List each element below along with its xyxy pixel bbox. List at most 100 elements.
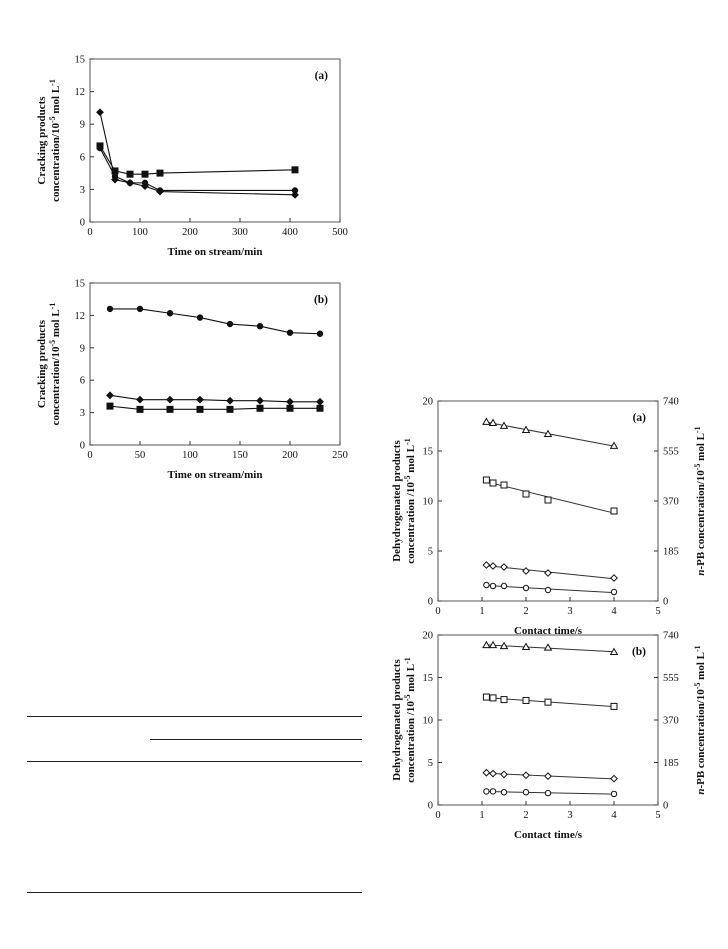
- x-tick-label: 4: [611, 810, 617, 821]
- y-axis-label: Cracking products: [36, 96, 48, 185]
- y-axis-label: Dehydrogenated products: [391, 659, 403, 781]
- x-axis-label: Time on stream/min: [168, 246, 263, 258]
- point-s1-5: [610, 702, 618, 710]
- point-s1-2: [166, 395, 174, 404]
- table-header-rule: [27, 761, 362, 762]
- point-s0-7: [316, 330, 324, 337]
- point-s1-4: [544, 698, 552, 706]
- cracking-chart-b: 0 50 100 150 200 250 0 3 6 9 12 15 Time on stream/mi…: [36, 279, 348, 482]
- x-tick-label: 1: [479, 606, 484, 617]
- x-tick-label: 100: [182, 450, 198, 461]
- x-tick-label: 2: [523, 606, 528, 617]
- x-tick-label: 400: [282, 227, 298, 238]
- series-line-0: [110, 308, 321, 335]
- y-tick-label: 5: [428, 758, 433, 769]
- series-1: [482, 476, 618, 515]
- point-s2-2: [126, 179, 134, 187]
- series-line-2: [109, 405, 320, 410]
- point-s3-0: [483, 788, 490, 795]
- series-line-1: [109, 394, 320, 403]
- y2-tick-label: 555: [663, 673, 679, 684]
- y-tick-label: 6: [80, 152, 85, 163]
- series-1: [96, 142, 299, 178]
- point-s2-5: [610, 574, 618, 582]
- point-s2-2: [500, 770, 508, 779]
- point-s3-1: [489, 788, 497, 795]
- y-tick-label: 15: [423, 447, 434, 458]
- y-tick-label: 3: [80, 185, 85, 196]
- y-tick-label: 3: [80, 408, 85, 419]
- y-tick-label: 10: [423, 716, 434, 727]
- series-1: [482, 693, 618, 710]
- x-tick-label: 300: [232, 227, 248, 238]
- point-s1-4: [156, 169, 164, 177]
- point-s2-2: [166, 405, 174, 413]
- point-s1-5: [256, 396, 264, 405]
- point-s2-1: [111, 173, 119, 180]
- point-s2-3: [522, 567, 530, 575]
- point-s2-5: [610, 774, 618, 783]
- x-axis-label: Contact time/s: [514, 829, 583, 841]
- series-0: [106, 305, 324, 337]
- series-0: [482, 640, 619, 656]
- point-s1-3: [141, 170, 149, 178]
- y2-tick-label: 185: [663, 758, 679, 769]
- point-s1-2: [500, 696, 508, 704]
- series-0: [96, 108, 299, 199]
- point-s2-5: [291, 187, 299, 194]
- table-group-rule: [150, 739, 362, 740]
- point-s1-2: [126, 170, 134, 178]
- point-s1-4: [226, 396, 234, 405]
- y2-axis-label: n-PB concentration/10-5 mol L-1: [693, 645, 708, 794]
- point-s2-3: [196, 405, 204, 413]
- x-tick-label: 4: [611, 606, 617, 617]
- y-axis-label-units: concentration /10-5 mol L-1: [403, 438, 418, 563]
- y-tick-label: 0: [428, 801, 433, 812]
- x-axis-label: Contact time/s: [514, 625, 583, 637]
- point-s0-5: [609, 441, 619, 449]
- panel-label: (a): [315, 70, 329, 82]
- y-tick-label: 20: [423, 631, 434, 642]
- point-s3-4: [544, 789, 552, 797]
- point-s1-1: [489, 479, 497, 487]
- y-tick-label: 0: [80, 441, 85, 452]
- plot-frame: [89, 58, 341, 223]
- x-axis-label: Time on stream/min: [168, 469, 263, 481]
- point-s1-3: [196, 395, 204, 404]
- point-s0-3: [521, 425, 531, 433]
- point-s3-2: [500, 789, 508, 796]
- point-s2-4: [544, 569, 552, 577]
- point-s3-5: [610, 790, 618, 798]
- point-s3-2: [500, 582, 508, 590]
- point-s0-4: [543, 643, 553, 651]
- y-tick-label: 0: [428, 597, 433, 608]
- point-s0-5: [609, 647, 619, 656]
- point-s2-7: [316, 404, 324, 412]
- y2-tick-label: 0: [663, 801, 668, 812]
- series-line-1: [99, 145, 296, 175]
- point-s0-2: [499, 421, 509, 429]
- x-tick-label: 100: [132, 227, 148, 238]
- y2-tick-label: 0: [663, 597, 668, 608]
- cracking-chart-a: 0 100 200 300 400 500 0 3 6 9 12 15 Time on stream/m…: [36, 55, 348, 259]
- table-top-rule: [27, 716, 362, 717]
- point-s2-3: [141, 179, 149, 187]
- x-tick-label: 200: [282, 450, 298, 461]
- x-tick-label: 5: [655, 810, 660, 821]
- x-tick-label: 150: [232, 450, 248, 461]
- y2-tick-label: 370: [663, 716, 679, 727]
- y-tick-label: 15: [75, 279, 86, 290]
- point-s0-5: [256, 323, 264, 330]
- point-s1-0: [106, 391, 114, 400]
- series-3: [483, 581, 618, 596]
- point-s0-1: [136, 305, 144, 313]
- point-s0-1: [488, 418, 498, 426]
- point-s1-3: [522, 696, 530, 704]
- x-tick-label: 0: [435, 810, 440, 821]
- point-s0-0: [106, 305, 114, 313]
- y2-tick-label: 185: [663, 547, 679, 558]
- y-axis-label-units: concentration/10-5 mol L-1: [48, 303, 63, 426]
- y-axis-label-units: concentration /10-5 mol L-1: [403, 657, 418, 782]
- x-tick-label: 50: [135, 450, 146, 461]
